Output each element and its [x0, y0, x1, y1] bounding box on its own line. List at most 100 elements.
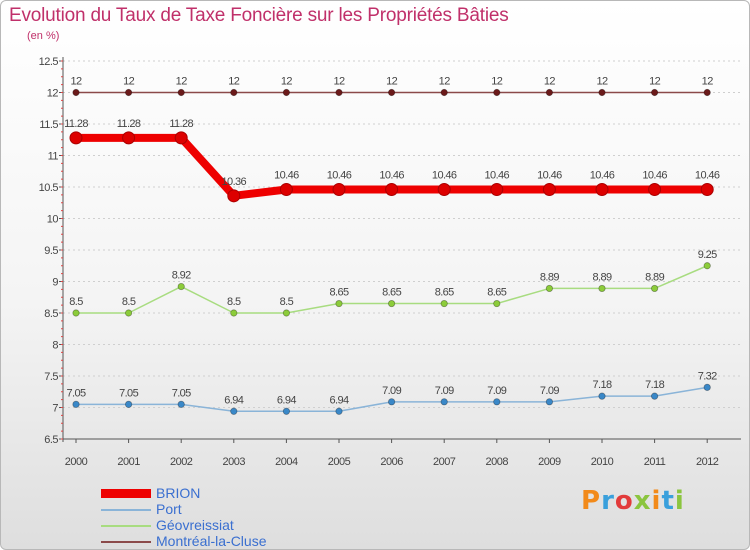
data-label: 12	[281, 76, 293, 88]
data-point	[125, 400, 133, 408]
x-tick-label: 2012	[696, 456, 719, 468]
data-label: 8.5	[280, 296, 294, 308]
data-point	[598, 88, 606, 97]
data-label: 8.5	[227, 296, 241, 308]
data-label: 9.25	[698, 249, 717, 261]
data-point	[335, 299, 343, 308]
data-label: 10.46	[379, 170, 404, 182]
x-tick-label: 2002	[170, 456, 193, 468]
x-tick-label: 2007	[433, 456, 456, 468]
chart-title: Evolution du Taux de Taxe Foncière sur l…	[9, 5, 509, 26]
data-point	[177, 88, 185, 97]
data-point	[440, 398, 448, 406]
y-tick-label: 12.5	[39, 56, 59, 68]
data-point	[230, 309, 238, 317]
data-label: 12	[544, 76, 556, 88]
legend-label: Géovreissiat	[156, 517, 234, 533]
data-point	[700, 183, 714, 197]
x-tick-label: 2009	[538, 456, 561, 468]
data-point	[595, 183, 609, 197]
y-tick-label: 7	[52, 403, 58, 415]
data-label: 7.09	[487, 385, 506, 397]
data-point	[650, 392, 659, 400]
data-point	[335, 88, 343, 97]
data-label: 7.18	[592, 379, 611, 391]
data-point	[387, 88, 396, 97]
data-point	[493, 299, 501, 308]
data-label: 12	[439, 76, 451, 88]
legend-item: Port	[101, 501, 401, 518]
legend-item: Montréal-la-Cluse	[101, 533, 401, 549]
data-point	[72, 400, 80, 408]
data-label: 10.46	[695, 170, 720, 182]
data-point	[125, 309, 133, 317]
data-label: 7.18	[645, 379, 664, 391]
data-label: 7.09	[540, 385, 559, 397]
data-point	[598, 284, 606, 293]
data-label: 6.94	[277, 394, 296, 406]
data-label: 10.46	[537, 170, 562, 182]
data-label: 8.5	[122, 296, 136, 308]
data-label: 7.05	[172, 387, 191, 399]
data-point	[650, 284, 659, 293]
data-label: 12	[491, 76, 503, 88]
data-label: 8.65	[435, 287, 454, 299]
x-tick-label: 2004	[275, 456, 298, 468]
data-point	[72, 88, 80, 97]
data-label: 12	[228, 76, 240, 88]
legend-swatch	[101, 541, 151, 543]
x-tick-label: 2011	[644, 456, 666, 468]
data-label: 12	[70, 76, 82, 88]
data-point	[177, 400, 185, 408]
data-point	[703, 262, 711, 270]
data-label: 12	[386, 76, 398, 88]
data-label: 10.36	[222, 176, 247, 188]
y-tick-label: 9	[52, 277, 58, 289]
data-point	[493, 398, 501, 406]
data-point	[230, 407, 238, 415]
data-label: 12	[596, 76, 608, 88]
data-point	[493, 88, 501, 97]
data-point	[545, 284, 554, 293]
data-point	[387, 299, 396, 308]
data-label: 11.28	[169, 118, 193, 130]
data-point	[650, 88, 659, 97]
x-tick-label: 2008	[486, 456, 509, 468]
data-point	[69, 131, 83, 145]
data-label: 7.05	[66, 387, 85, 399]
data-label: 7.05	[119, 387, 138, 399]
data-label: 8.65	[487, 287, 506, 299]
data-point	[440, 88, 448, 97]
data-point	[703, 88, 711, 97]
y-tick-label: 8	[52, 340, 58, 352]
data-label: 12	[702, 76, 714, 88]
y-tick-label: 7.5	[44, 371, 58, 383]
data-label: 11.28	[117, 118, 141, 130]
legend-swatch	[101, 509, 151, 511]
data-label: 8.65	[382, 287, 401, 299]
data-label: 6.94	[329, 394, 348, 406]
data-point	[332, 183, 346, 197]
data-label: 10.46	[642, 170, 667, 182]
data-point	[490, 183, 504, 197]
data-point	[177, 282, 185, 291]
proxiti-logo: Proxiti	[581, 486, 685, 516]
y-axis-unit-label: (en %)	[27, 30, 60, 42]
legend-label: Port	[156, 501, 182, 517]
legend-swatch	[101, 489, 151, 498]
legend-swatch	[101, 525, 151, 527]
data-label: 11.28	[64, 118, 88, 130]
data-label: 8.65	[329, 287, 348, 299]
data-point	[545, 398, 554, 406]
y-tick-label: 12	[47, 88, 59, 100]
data-label: 7.32	[698, 370, 717, 382]
data-point	[437, 183, 451, 197]
data-label: 10.46	[590, 170, 615, 182]
y-tick-label: 11	[48, 151, 59, 163]
data-point	[545, 88, 554, 97]
data-label: 12	[649, 76, 661, 88]
x-tick-label: 2001	[117, 456, 140, 468]
data-point	[230, 88, 238, 97]
